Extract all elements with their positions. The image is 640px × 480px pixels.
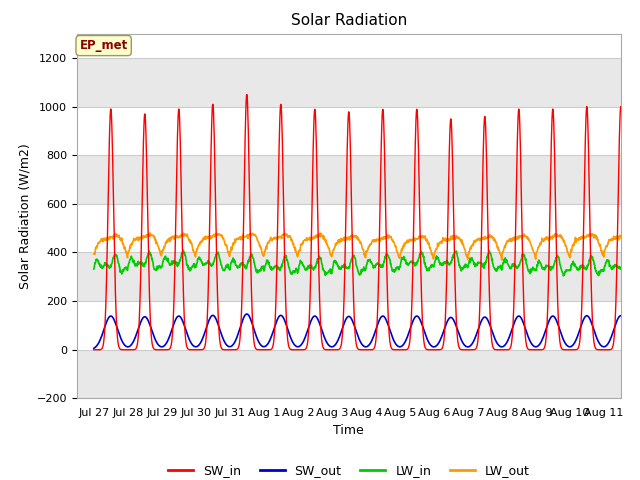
Bar: [77, 252, 621, 301]
Bar: [77, 155, 621, 204]
Bar: [77, 350, 621, 398]
Bar: [77, 58, 621, 107]
X-axis label: Time: Time: [333, 424, 364, 437]
Text: EP_met: EP_met: [79, 39, 128, 52]
Title: Solar Radiation: Solar Radiation: [291, 13, 407, 28]
Legend: SW_in, SW_out, LW_in, LW_out: SW_in, SW_out, LW_in, LW_out: [163, 459, 535, 480]
Y-axis label: Solar Radiation (W/m2): Solar Radiation (W/m2): [18, 143, 31, 289]
